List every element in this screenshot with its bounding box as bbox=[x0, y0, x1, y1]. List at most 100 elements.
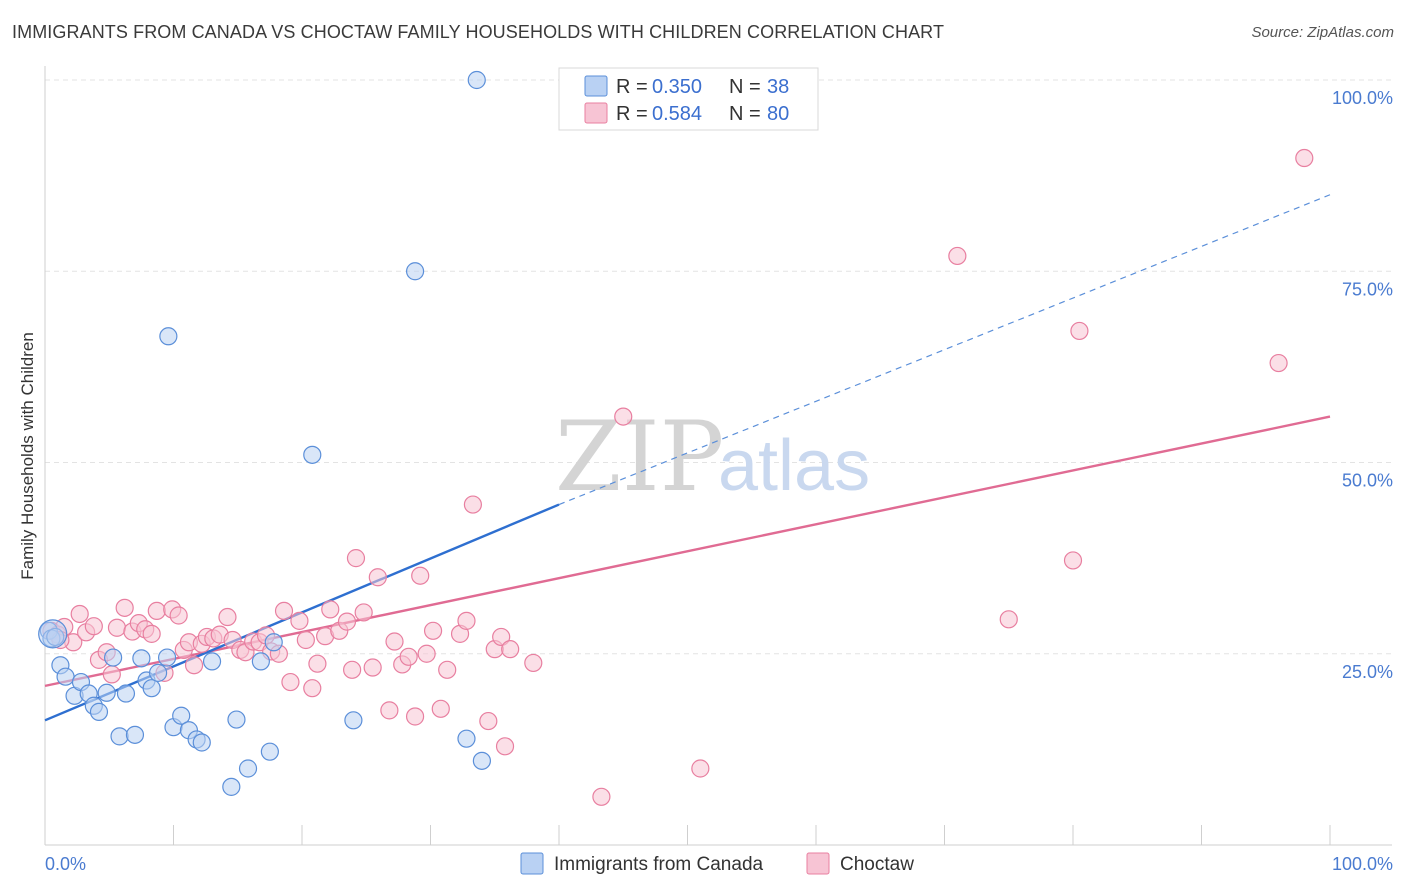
canada-point-cluster bbox=[38, 619, 68, 649]
canada-point-10 bbox=[97, 683, 116, 702]
choctaw-point-62 bbox=[457, 611, 476, 630]
legend-n-value-choctaw: 80 bbox=[767, 103, 789, 125]
choctaw-point-77 bbox=[1269, 353, 1288, 373]
y-tick-label-2: 75.0% bbox=[1342, 279, 1393, 299]
choctaw-point-45 bbox=[337, 612, 357, 631]
choctaw-point-10 bbox=[107, 618, 127, 637]
choctaw-point-11 bbox=[115, 598, 134, 617]
y-tick-labels: 25.0% 50.0% 75.0% 100.0% bbox=[1332, 88, 1393, 682]
choctaw-point-60 bbox=[438, 660, 457, 679]
axes bbox=[44, 66, 1392, 846]
canada-point-13 bbox=[116, 684, 136, 703]
canada-point-11 bbox=[104, 648, 123, 667]
choctaw-point-74 bbox=[999, 610, 1018, 629]
choctaw-point-58 bbox=[423, 621, 443, 640]
x-tick-label-0: 0.0% bbox=[45, 854, 86, 874]
choctaw-point-76 bbox=[1070, 321, 1089, 341]
choctaw-point-54 bbox=[399, 647, 418, 666]
canada-point-30 bbox=[260, 742, 279, 761]
choctaw-point-59 bbox=[431, 699, 450, 718]
canada-point-9 bbox=[89, 702, 109, 721]
choctaw-point-43 bbox=[321, 600, 340, 619]
legend-n-label-canada: N = bbox=[729, 76, 761, 98]
bottom-legend-label-canada: Immigrants from Canada bbox=[554, 854, 764, 875]
bottom-legend-label-choctaw: Choctaw bbox=[840, 854, 914, 875]
canada-point-37 bbox=[472, 751, 491, 770]
choctaw-point-41 bbox=[308, 654, 327, 673]
canada-point-12 bbox=[110, 727, 129, 746]
choctaw-point-48 bbox=[354, 603, 373, 622]
legend-swatch-choctaw bbox=[584, 102, 608, 124]
y-tick-label-1: 50.0% bbox=[1342, 471, 1393, 491]
choctaw-point-15 bbox=[142, 624, 161, 643]
chart-source: Source: ZipAtlas.com bbox=[1251, 24, 1394, 41]
stats-legend: R = 0.350 N = 38 R = 0.584 N = 80 bbox=[558, 67, 819, 131]
choctaw-point-4 bbox=[70, 604, 89, 624]
canada-points bbox=[38, 70, 491, 796]
legend-n-value-canada: 38 bbox=[767, 76, 789, 98]
legend-r-label-choctaw: R = bbox=[616, 103, 648, 125]
choctaw-point-69 bbox=[524, 653, 543, 673]
bottom-legend-swatch-canada bbox=[520, 852, 544, 875]
gridlines bbox=[45, 79, 1392, 655]
chart-title: IMMIGRANTS FROM CANADA VS CHOCTAW FAMILY… bbox=[12, 22, 945, 42]
x-tick-label-1: 100.0% bbox=[1332, 854, 1393, 874]
canada-point-27 bbox=[227, 710, 246, 729]
choctaw-point-47 bbox=[346, 549, 366, 568]
canada-point-18 bbox=[148, 663, 168, 682]
choctaw-point-19 bbox=[169, 606, 188, 625]
choctaw-point-51 bbox=[380, 701, 399, 720]
choctaw-point-39 bbox=[296, 630, 315, 650]
trend-line-canada-extension bbox=[558, 194, 1331, 506]
y-tick-label-3: 100.0% bbox=[1332, 88, 1393, 108]
legend-n-label-choctaw: N = bbox=[729, 103, 761, 125]
choctaw-point-27 bbox=[218, 607, 237, 627]
canada-point-35 bbox=[457, 729, 476, 748]
canada-point-36 bbox=[467, 70, 486, 90]
choctaw-point-55 bbox=[405, 707, 425, 726]
choctaw-point-71 bbox=[614, 407, 633, 426]
bottom-legend-swatch-choctaw bbox=[806, 852, 830, 875]
choctaw-point-40 bbox=[303, 679, 322, 698]
canada-point-32 bbox=[303, 445, 322, 464]
series-legend: Immigrants from Canada Choctaw bbox=[520, 852, 914, 875]
canada-point-29 bbox=[251, 652, 270, 671]
choctaw-point-6 bbox=[84, 617, 103, 636]
canada-point-14 bbox=[125, 725, 145, 744]
canada-point-25 bbox=[202, 652, 222, 671]
choctaw-point-46 bbox=[343, 660, 362, 679]
choctaw-points bbox=[42, 148, 1314, 806]
choctaw-point-52 bbox=[385, 632, 404, 651]
choctaw-point-72 bbox=[691, 759, 710, 778]
choctaw-point-22 bbox=[184, 656, 204, 675]
legend-r-value-choctaw: 0.584 bbox=[652, 103, 702, 125]
canada-point-17 bbox=[142, 679, 161, 698]
watermark: ZIP atlas bbox=[555, 401, 870, 513]
canada-point-4 bbox=[56, 667, 75, 686]
choctaw-point-63 bbox=[463, 495, 483, 514]
choctaw-point-37 bbox=[281, 672, 300, 692]
choctaw-point-70 bbox=[592, 787, 611, 806]
choctaw-point-49 bbox=[363, 658, 382, 677]
canada-point-38 bbox=[159, 327, 178, 346]
canada-point-21 bbox=[172, 706, 191, 725]
legend-r-value-canada: 0.350 bbox=[652, 76, 702, 98]
choctaw-point-73 bbox=[948, 246, 967, 266]
canada-point-24 bbox=[192, 733, 211, 752]
y-tick-label-0: 25.0% bbox=[1342, 662, 1393, 682]
choctaw-point-56 bbox=[411, 566, 430, 585]
canada-point-34 bbox=[405, 262, 425, 281]
choctaw-point-36 bbox=[274, 601, 294, 621]
canada-point-31 bbox=[264, 633, 283, 652]
choctaw-point-50 bbox=[368, 568, 387, 587]
choctaw-point-67 bbox=[495, 737, 515, 756]
choctaw-point-9 bbox=[102, 665, 121, 684]
x-tick-labels: 0.0% 100.0% bbox=[45, 854, 1393, 874]
choctaw-point-75 bbox=[1063, 551, 1083, 570]
y-axis-label: Family Households with Children bbox=[18, 332, 37, 580]
canada-point-15 bbox=[132, 649, 151, 668]
legend-r-label-canada: R = bbox=[616, 76, 648, 98]
canada-point-19 bbox=[157, 648, 177, 667]
choctaw-point-38 bbox=[290, 611, 309, 630]
choctaw-point-64 bbox=[479, 711, 498, 731]
